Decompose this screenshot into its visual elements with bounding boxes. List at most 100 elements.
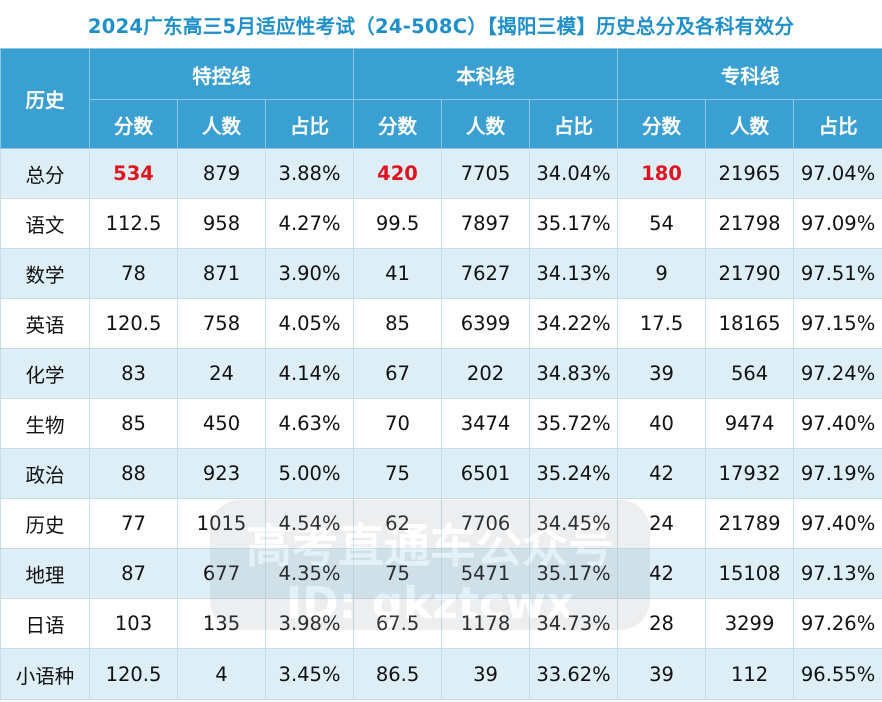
table-cell: 6399 [441, 298, 531, 349]
table-cell: 3.98% [264, 598, 355, 649]
table-cell: 35.17% [529, 548, 619, 599]
table-cell: 450 [177, 398, 266, 449]
row-subject: 英语 [0, 298, 90, 349]
table-cell: 35.24% [529, 448, 619, 499]
table-cell: 97.04% [793, 148, 882, 199]
table-cell: 5.00% [264, 448, 355, 499]
table-cell: 97.09% [793, 198, 882, 249]
table-row: 英语 120.5 758 4.05% 85 6399 34.22% 17.5 18165 97.1… [0, 298, 882, 349]
table-row: 地理 87 677 4.35% 75 5471 35.17% 42 15108 97.13% [0, 548, 882, 599]
table-cell: 923 [177, 448, 266, 499]
table-cell: 4.35% [264, 548, 355, 599]
table-cell: 67 [353, 348, 443, 399]
table-cell: 1178 [441, 598, 531, 649]
table-cell: 97.19% [793, 448, 882, 499]
table-cell: 39 [617, 348, 707, 399]
table-cell: 28 [617, 598, 707, 649]
table-cell: 420 [353, 148, 443, 199]
table-cell: 4.63% [264, 398, 355, 449]
table-cell: 34.45% [529, 498, 619, 549]
table-cell: 120.5 [89, 298, 178, 349]
table-cell: 4.05% [264, 298, 355, 349]
row-subject: 总分 [0, 148, 90, 199]
table-cell: 39 [617, 648, 707, 700]
table-cell: 97.40% [793, 498, 882, 549]
table-cell: 3474 [441, 398, 531, 449]
table-cell: 39 [441, 648, 531, 700]
subcol-header: 人数 [705, 99, 795, 149]
table-cell: 24 [617, 498, 707, 549]
table-cell: 88 [89, 448, 178, 499]
table-row: 小语种 120.5 4 3.45% 86.5 39 33.62% 39 112 96.55% [0, 648, 882, 700]
table-cell: 97.24% [793, 348, 882, 399]
table-cell: 97.13% [793, 548, 882, 599]
table-cell: 958 [177, 198, 266, 249]
table-cell: 534 [89, 148, 178, 199]
table-cell: 9474 [705, 398, 795, 449]
subcol-header: 占比 [529, 99, 619, 149]
table-cell: 99.5 [353, 198, 443, 249]
table-cell: 18165 [705, 298, 795, 349]
subcol-header: 分数 [617, 99, 707, 149]
table-cell: 3299 [705, 598, 795, 649]
row-subject: 地理 [0, 548, 90, 599]
table-body: 总分 534 879 3.88% 420 7705 34.04% 180 21965 97.04%… [0, 148, 882, 700]
subcol-header: 占比 [264, 99, 355, 149]
table-cell: 33.62% [529, 648, 619, 700]
page-title: 2024广东高三5月适应性考试（24-508C）【揭阳三模】历史总分及各科有效分 [0, 0, 882, 48]
table-cell: 7627 [441, 248, 531, 299]
table-cell: 34.04% [529, 148, 619, 199]
subcol-header: 人数 [441, 99, 531, 149]
table-cell: 70 [353, 398, 443, 449]
table-cell: 17932 [705, 448, 795, 499]
table-cell: 3.90% [264, 248, 355, 299]
subcol-header: 分数 [89, 99, 178, 149]
table-cell: 180 [617, 148, 707, 199]
score-table: 历史 特控线 本科线 专科线 分数 人数 占比 分数 人数 占比 分数 人数 占… [0, 48, 882, 700]
table-cell: 85 [89, 398, 178, 449]
table-cell: 9 [617, 248, 707, 299]
table-cell: 21798 [705, 198, 795, 249]
table-cell: 4.14% [264, 348, 355, 399]
table-row: 数学 78 871 3.90% 41 7627 34.13% 9 21790 97.51% [0, 248, 882, 299]
table-cell: 83 [89, 348, 178, 399]
table-cell: 7705 [441, 148, 531, 199]
row-subject: 生物 [0, 398, 90, 449]
corner-header: 历史 [0, 48, 90, 149]
row-subject: 日语 [0, 598, 90, 649]
row-subject: 语文 [0, 198, 90, 249]
table-row: 政治 88 923 5.00% 75 6501 35.24% 42 17932 97.19% [0, 448, 882, 499]
table-cell: 75 [353, 548, 443, 599]
table-cell: 34.13% [529, 248, 619, 299]
table-cell: 202 [441, 348, 531, 399]
table-cell: 77 [89, 498, 178, 549]
table-cell: 3.45% [264, 648, 355, 700]
table-cell: 97.15% [793, 298, 882, 349]
table-cell: 34.73% [529, 598, 619, 649]
table-cell: 21789 [705, 498, 795, 549]
table-cell: 40 [617, 398, 707, 449]
table-cell: 67.5 [353, 598, 443, 649]
table-cell: 34.83% [529, 348, 619, 399]
row-subject: 数学 [0, 248, 90, 299]
table-cell: 62 [353, 498, 443, 549]
table-cell: 21965 [705, 148, 795, 199]
table-cell: 96.55% [793, 648, 882, 700]
table-cell: 97.51% [793, 248, 882, 299]
table-cell: 677 [177, 548, 266, 599]
table-cell: 24 [177, 348, 266, 399]
table-cell: 871 [177, 248, 266, 299]
table-row: 语文 112.5 958 4.27% 99.5 7897 35.17% 54 21798 97.0… [0, 198, 882, 249]
subcol-header: 分数 [353, 99, 443, 149]
table-cell: 112 [705, 648, 795, 700]
table-row: 日语 103 135 3.98% 67.5 1178 34.73% 28 3299 97.26% [0, 598, 882, 649]
table-cell: 21790 [705, 248, 795, 299]
table-row: 总分 534 879 3.88% 420 7705 34.04% 180 21965 97.04% [0, 148, 882, 199]
table-cell: 1015 [177, 498, 266, 549]
table-cell: 5471 [441, 548, 531, 599]
subcol-header: 占比 [793, 99, 882, 149]
table-cell: 17.5 [617, 298, 707, 349]
row-subject: 化学 [0, 348, 90, 399]
table-cell: 97.40% [793, 398, 882, 449]
row-subject: 历史 [0, 498, 90, 549]
